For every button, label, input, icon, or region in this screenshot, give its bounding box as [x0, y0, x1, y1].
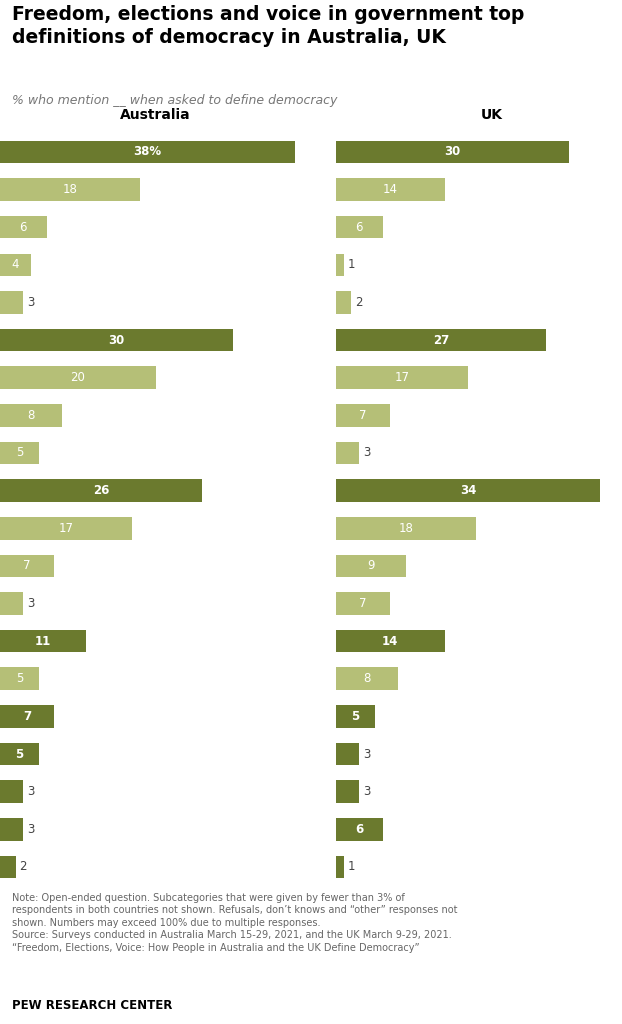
Text: UK: UK — [480, 108, 503, 122]
Text: 34: 34 — [460, 484, 476, 497]
Text: 3: 3 — [363, 446, 370, 460]
Text: 18: 18 — [399, 522, 413, 535]
Bar — [336, 291, 351, 313]
Text: 1: 1 — [347, 258, 355, 271]
Bar — [0, 555, 55, 578]
Bar — [336, 856, 343, 879]
Text: 14: 14 — [382, 635, 399, 647]
Bar — [336, 742, 360, 765]
Bar — [0, 140, 295, 163]
Text: % who mention __ when asked to define democracy: % who mention __ when asked to define de… — [12, 94, 338, 108]
Bar — [336, 254, 343, 276]
Bar — [336, 329, 546, 351]
Bar — [0, 329, 233, 351]
Bar — [0, 216, 47, 239]
Bar — [336, 780, 360, 803]
Bar — [336, 178, 445, 201]
Bar — [336, 517, 476, 540]
Text: 8: 8 — [27, 409, 35, 422]
Text: 7: 7 — [24, 559, 31, 572]
Text: 8: 8 — [363, 673, 371, 685]
Bar — [336, 404, 391, 427]
Text: 5: 5 — [16, 673, 23, 685]
Text: 9: 9 — [367, 559, 374, 572]
Bar — [0, 178, 140, 201]
Bar — [336, 216, 383, 239]
Text: 2: 2 — [19, 860, 27, 873]
Bar — [336, 367, 468, 389]
Text: 30: 30 — [108, 334, 125, 346]
Text: 3: 3 — [363, 748, 370, 761]
Bar — [0, 367, 156, 389]
Bar — [336, 441, 360, 464]
Bar — [336, 555, 406, 578]
Text: Australia: Australia — [120, 108, 191, 122]
Text: 17: 17 — [394, 372, 409, 384]
Bar — [336, 630, 445, 652]
Text: 5: 5 — [16, 748, 24, 761]
Bar — [0, 441, 39, 464]
Text: 5: 5 — [351, 710, 360, 723]
Bar — [336, 140, 569, 163]
Text: 3: 3 — [27, 785, 34, 798]
Text: 6: 6 — [355, 823, 363, 836]
Bar — [336, 668, 398, 690]
Text: 4: 4 — [12, 258, 19, 271]
Bar — [336, 818, 383, 841]
Bar — [336, 592, 391, 614]
Text: Note: Open-ended question. Subcategories that were given by fewer than 3% of
res: Note: Open-ended question. Subcategories… — [12, 893, 458, 952]
Text: 17: 17 — [58, 522, 73, 535]
Bar — [0, 592, 24, 614]
Text: 30: 30 — [444, 145, 461, 159]
Text: 7: 7 — [360, 597, 367, 610]
Text: 3: 3 — [27, 296, 34, 309]
Bar — [0, 291, 24, 313]
Bar — [0, 856, 16, 879]
Bar — [0, 742, 39, 765]
Text: 3: 3 — [27, 823, 34, 836]
Text: 20: 20 — [70, 372, 85, 384]
Bar — [0, 479, 202, 502]
Bar — [0, 517, 132, 540]
Bar — [336, 479, 600, 502]
Bar — [336, 706, 374, 728]
Text: 27: 27 — [433, 334, 449, 346]
Bar — [0, 706, 55, 728]
Text: 26: 26 — [93, 484, 109, 497]
Text: 7: 7 — [360, 409, 367, 422]
Text: 3: 3 — [363, 785, 370, 798]
Text: PEW RESEARCH CENTER: PEW RESEARCH CENTER — [12, 998, 173, 1012]
Bar — [0, 254, 31, 276]
Text: 38%: 38% — [134, 145, 162, 159]
Bar — [0, 630, 86, 652]
Text: Freedom, elections and voice in government top
definitions of democracy in Austr: Freedom, elections and voice in governme… — [12, 5, 525, 47]
Text: 18: 18 — [63, 183, 77, 196]
Bar — [0, 818, 24, 841]
Text: 5: 5 — [16, 446, 23, 460]
Text: 11: 11 — [35, 635, 51, 647]
Text: 1: 1 — [347, 860, 355, 873]
Text: 6: 6 — [355, 221, 363, 233]
Text: 2: 2 — [355, 296, 363, 309]
Text: 6: 6 — [19, 221, 27, 233]
Text: 14: 14 — [383, 183, 398, 196]
Text: 3: 3 — [27, 597, 34, 610]
Bar — [0, 668, 39, 690]
Text: 7: 7 — [23, 710, 31, 723]
Bar — [0, 780, 24, 803]
Bar — [0, 404, 62, 427]
